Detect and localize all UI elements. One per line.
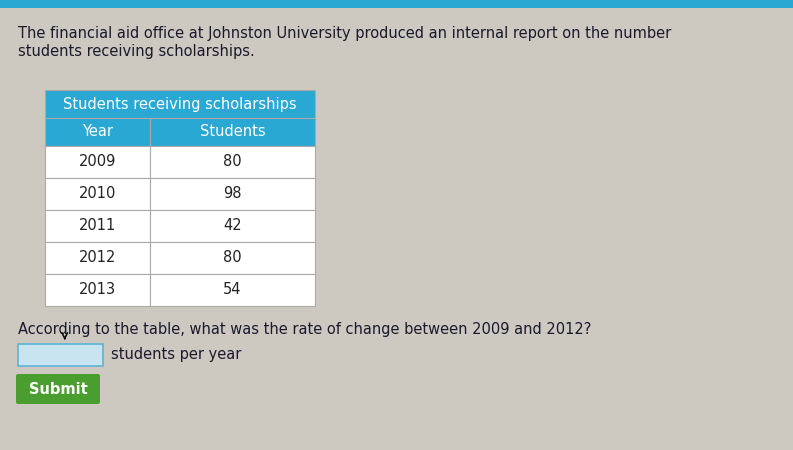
Text: 98: 98 bbox=[224, 186, 242, 202]
Text: 42: 42 bbox=[223, 219, 242, 234]
Bar bbox=[45, 118, 150, 146]
Bar bbox=[45, 242, 150, 274]
Text: Year: Year bbox=[82, 125, 113, 140]
Text: students per year: students per year bbox=[111, 347, 241, 363]
Bar bbox=[150, 274, 315, 306]
Text: students receiving scholarships.: students receiving scholarships. bbox=[18, 44, 255, 59]
Bar bbox=[45, 210, 150, 242]
Bar bbox=[0, 0, 793, 8]
Bar bbox=[45, 274, 150, 306]
Bar bbox=[45, 146, 150, 178]
Text: Students receiving scholarships: Students receiving scholarships bbox=[63, 96, 297, 112]
Text: 2009: 2009 bbox=[79, 154, 117, 170]
Bar bbox=[45, 90, 315, 118]
Text: 80: 80 bbox=[223, 154, 242, 170]
Bar bbox=[150, 210, 315, 242]
Bar bbox=[45, 178, 150, 210]
Bar bbox=[150, 178, 315, 210]
Text: The financial aid office at Johnston University produced an internal report on t: The financial aid office at Johnston Uni… bbox=[18, 26, 671, 41]
Bar bbox=[150, 242, 315, 274]
Bar bbox=[18, 344, 103, 366]
Bar bbox=[150, 146, 315, 178]
Text: 2011: 2011 bbox=[79, 219, 116, 234]
Text: 80: 80 bbox=[223, 251, 242, 266]
Text: 2010: 2010 bbox=[79, 186, 117, 202]
FancyBboxPatch shape bbox=[16, 374, 100, 404]
Text: 2012: 2012 bbox=[79, 251, 117, 266]
Bar bbox=[150, 118, 315, 146]
Text: 2013: 2013 bbox=[79, 283, 116, 297]
Text: Students: Students bbox=[200, 125, 266, 140]
Text: 54: 54 bbox=[224, 283, 242, 297]
Text: Submit: Submit bbox=[29, 382, 87, 396]
Text: According to the table, what was the rate of change between 2009 and 2012?: According to the table, what was the rat… bbox=[18, 322, 592, 337]
